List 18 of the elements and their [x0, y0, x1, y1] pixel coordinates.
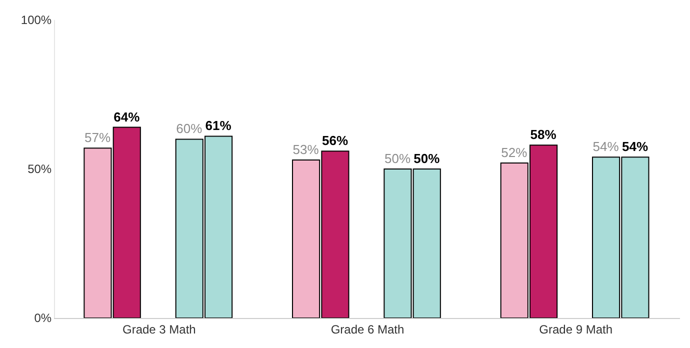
- data-label: 50%: [414, 151, 440, 166]
- data-label: 56%: [322, 133, 348, 148]
- data-label: 60%: [176, 121, 203, 136]
- y-tick-label: 0%: [34, 311, 52, 326]
- y-tick-label: 50%: [28, 162, 52, 176]
- x-tick-label: Grade 9 Math: [539, 322, 613, 336]
- x-tick-label: Grade 3 Math: [122, 322, 196, 336]
- data-label: 50%: [384, 151, 411, 166]
- data-label: 54%: [592, 139, 620, 154]
- data-label: 61%: [205, 118, 232, 134]
- data-label: 52%: [501, 145, 528, 160]
- data-label: 54%: [622, 139, 648, 154]
- x-tick-label: Grade 6 Math: [330, 322, 404, 336]
- y-tick-label: 100%: [20, 13, 52, 28]
- data-label: 57%: [84, 130, 111, 146]
- data-label: 58%: [530, 127, 557, 142]
- data-label: 53%: [292, 142, 320, 158]
- data-label: 64%: [114, 109, 140, 124]
